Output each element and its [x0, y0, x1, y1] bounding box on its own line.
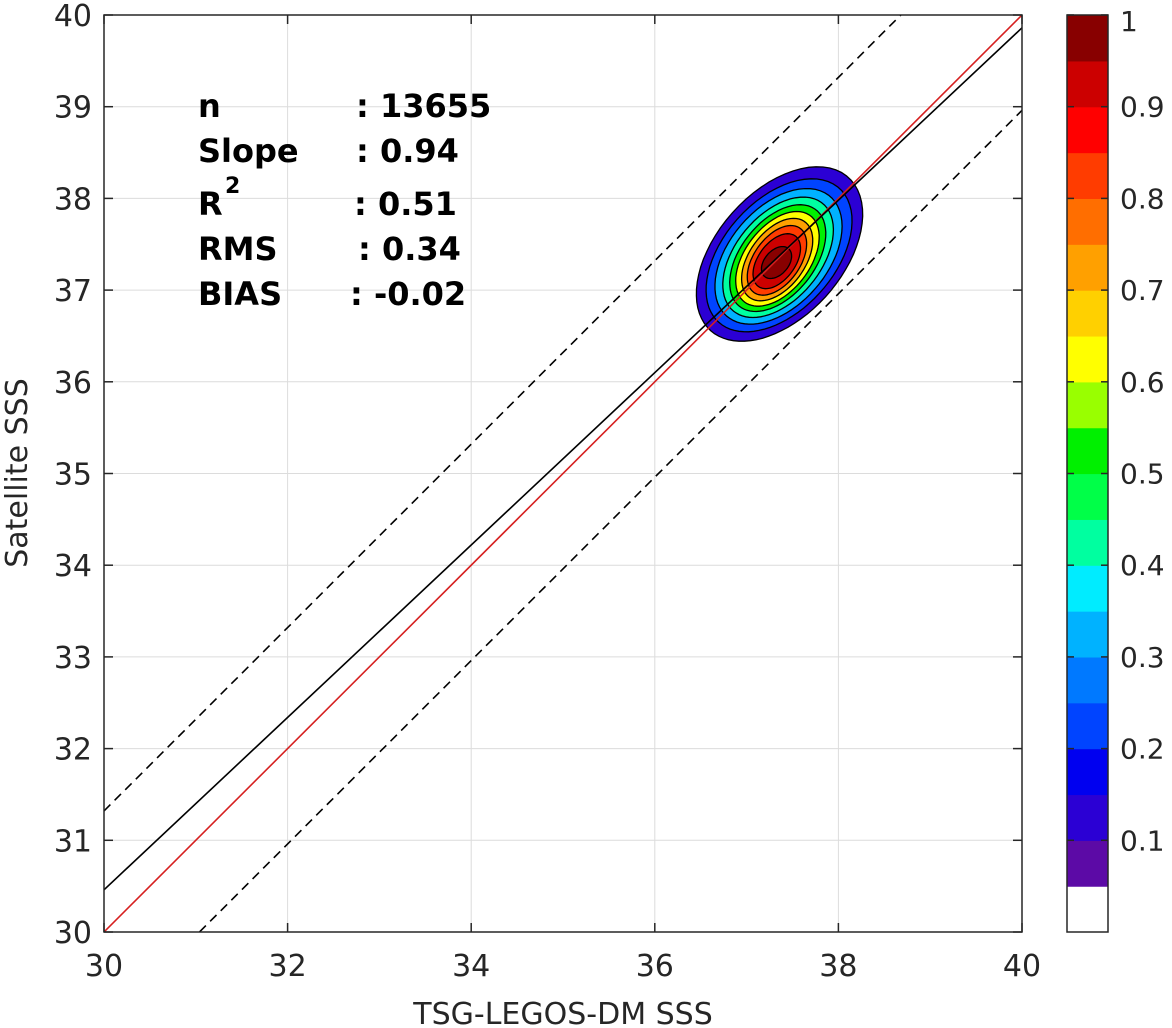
stat-slope-label: Slope [198, 132, 299, 170]
colorbar-tick-label: 0.8 [1120, 182, 1165, 215]
x-tick-label: 32 [269, 949, 307, 984]
y-tick-label: 36 [54, 366, 92, 401]
colorbar-swatch [1067, 152, 1108, 199]
colorbar-swatch [1067, 519, 1108, 566]
one-to-one-line [104, 15, 1022, 932]
y-axis-label: Satellite SSS [0, 378, 35, 568]
y-tick-label: 38 [54, 182, 92, 217]
x-tick-label: 40 [1003, 949, 1041, 984]
colorbar-swatch [1067, 381, 1108, 429]
density-contour-0.9 [760, 245, 793, 280]
colorbar-tick-label: 0.5 [1120, 458, 1165, 491]
colorbar-swatch [1067, 840, 1108, 887]
stat-r2-sup: 2 [225, 174, 240, 199]
y-tick-label: 30 [54, 916, 92, 951]
y-tick-label: 35 [54, 458, 92, 493]
colorbar-tick-label: 0.2 [1120, 733, 1165, 766]
stats-box: n : 13655 Slope : 0.94 R 2 : 0.51 RMS : … [198, 87, 491, 313]
x-axis-label: TSG-LEGOS-DM SSS [412, 997, 713, 1028]
colorbar-swatch [1067, 656, 1108, 704]
colorbar-swatch [1067, 427, 1108, 475]
colorbar: 0.1 0.2 0.3 0.4 0.5 0.6 0.7 0.8 0.9 1 [1066, 5, 1165, 933]
stat-n-label: n [198, 87, 221, 125]
colorbar-swatch [1067, 244, 1108, 291]
colorbar-swatch [1067, 886, 1108, 933]
colorbar-swatch [1067, 565, 1108, 612]
colorbar-swatch [1067, 198, 1108, 245]
stat-rms-label: RMS [198, 230, 278, 268]
axis-ticks: 30 32 34 36 38 40 30 31 32 33 34 35 36 37 38 39 40 [54, 0, 1041, 984]
stat-rms-value: : 0.34 [358, 230, 461, 268]
colorbar-swatch [1067, 794, 1108, 841]
stat-n-value: : 13655 [356, 87, 491, 125]
x-tick-label: 34 [452, 949, 490, 984]
colorbar-swatch [1067, 611, 1108, 658]
colorbar-tick-label: 0.4 [1120, 549, 1165, 582]
y-tick-label: 39 [54, 91, 92, 126]
colorbar-tick-label: 1 [1120, 5, 1138, 38]
colorbar-swatch [1067, 290, 1108, 337]
stat-bias-value: : -0.02 [350, 275, 466, 313]
colorbar-tick-label: 0.3 [1120, 641, 1165, 674]
colorbar-swatch [1067, 473, 1108, 520]
colorbar-tick-label: 0.6 [1120, 366, 1165, 399]
colorbar-tick-label: 0.1 [1120, 824, 1165, 857]
colorbar-swatch [1067, 335, 1108, 383]
stat-r2-value: : 0.51 [354, 185, 457, 223]
colorbar-swatch [1067, 702, 1108, 750]
colorbar-swatch [1067, 106, 1108, 154]
colorbar-tick-label: 0.7 [1120, 274, 1165, 307]
reference-lines [104, 15, 1022, 932]
colorbar-tick-label: 0.9 [1120, 91, 1165, 124]
y-tick-label: 34 [54, 549, 92, 584]
grid [103, 14, 1023, 933]
y-tick-label: 37 [54, 274, 92, 309]
y-tick-label: 31 [54, 824, 92, 859]
lower-bound-line [198, 109, 1022, 932]
stat-slope-value: : 0.94 [356, 132, 459, 170]
x-tick-label: 30 [85, 949, 123, 984]
stat-r2-label: R [198, 185, 223, 223]
regression-line [104, 27, 1022, 891]
colorbar-swatch [1067, 15, 1108, 62]
stat-bias-label: BIAS [198, 275, 282, 313]
colorbar-swatch [1067, 60, 1108, 108]
colorbar-swatch [1067, 748, 1108, 796]
y-tick-label: 33 [54, 641, 92, 676]
x-tick-label: 38 [819, 949, 857, 984]
upper-bound-line [104, 15, 902, 812]
x-tick-label: 36 [636, 949, 674, 984]
y-tick-label: 40 [54, 0, 92, 34]
y-tick-label: 32 [54, 733, 92, 768]
